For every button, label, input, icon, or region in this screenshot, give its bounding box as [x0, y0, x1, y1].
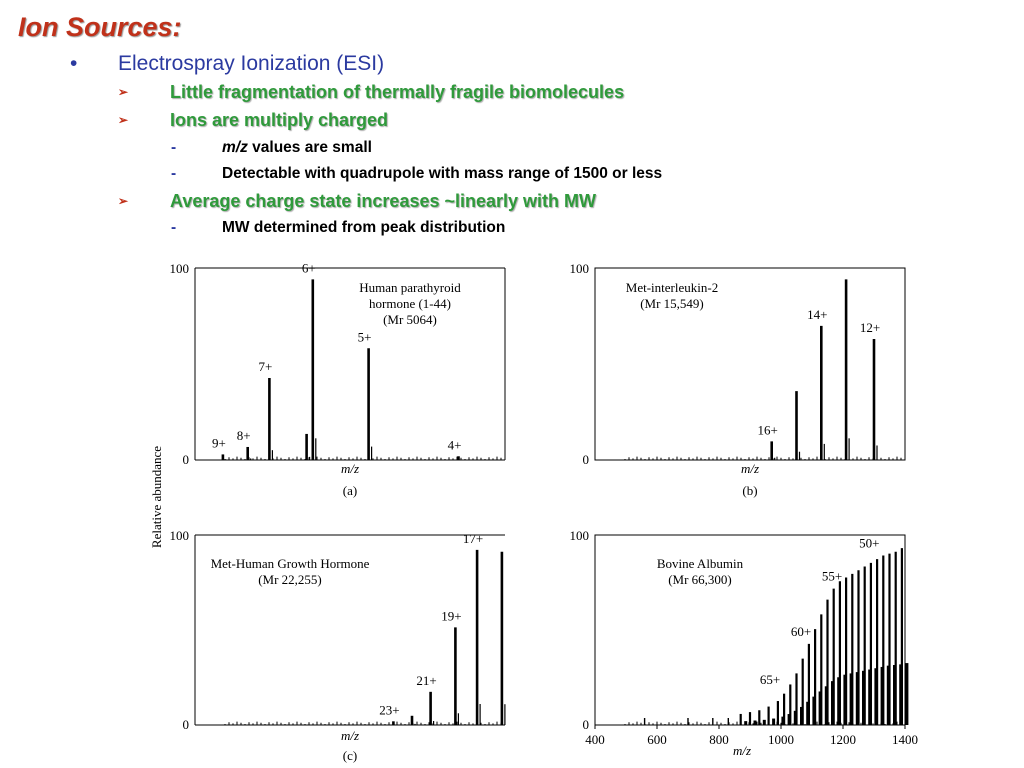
peak-label: 8+ — [237, 428, 251, 443]
peak-label: 19+ — [441, 608, 461, 623]
x-axis-label: m/z — [741, 461, 759, 476]
panel-label: (b) — [742, 483, 757, 498]
sub-bullet-charge-state: ➢ Average charge state increases ~linearl… — [118, 191, 596, 212]
peak-label: 21+ — [416, 673, 436, 688]
x-tick-label: 400 — [585, 732, 605, 747]
peak-label: 17+ — [463, 531, 483, 546]
panel-label: (c) — [343, 748, 357, 763]
peak-label: 6+ — [302, 260, 316, 275]
chart-title-line: Human parathyroid — [359, 280, 461, 295]
arrow-bullet-icon: ➢ — [118, 113, 129, 127]
sub-bullet-text: Little fragmentation of thermally fragil… — [170, 82, 625, 102]
charge-state-label: 60+ — [791, 624, 811, 639]
chart-title-line: (Mr 15,549) — [640, 296, 704, 311]
y-tick-label: 0 — [583, 717, 590, 732]
chart-title-line: Bovine Albumin — [657, 556, 744, 571]
panel-label: (a) — [343, 483, 357, 498]
y-tick-label: 0 — [183, 717, 190, 732]
x-tick-label: 800 — [709, 732, 729, 747]
mz-italic: m/z — [222, 139, 248, 156]
peak-label: 14+ — [807, 307, 827, 322]
arrow-bullet-icon: ➢ — [118, 194, 129, 208]
x-tick-label: 1200 — [830, 732, 856, 747]
charge-state-label: 50+ — [859, 535, 879, 550]
chart-title-line: (Mr 22,255) — [258, 572, 322, 587]
x-axis-label: m/z — [733, 743, 751, 758]
detail-quadrupole: - Detectable with quadrupole with mass ra… — [171, 165, 662, 183]
slide-title: Ion Sources: — [18, 12, 182, 42]
y-tick-label: 100 — [170, 261, 190, 276]
x-axis-label: m/z — [341, 461, 359, 476]
detail-text: Detectable with quadrupole with mass ran… — [222, 165, 663, 182]
peak-label: 16+ — [758, 422, 778, 437]
dash-bullet: - — [171, 165, 177, 182]
sub-bullet-fragmentation: ➢ Little fragmentation of thermally fragi… — [118, 82, 624, 103]
dash-bullet: - — [171, 219, 177, 236]
x-tick-label: 1000 — [768, 732, 794, 747]
detail-text: values are small — [247, 139, 372, 156]
figure-ylabel: Relative abundance — [149, 446, 164, 548]
charge-state-label: 55+ — [822, 569, 842, 584]
x-axis-label: m/z — [341, 728, 359, 743]
y-tick-label: 0 — [583, 452, 590, 467]
chart-title-line: (Mr 66,300) — [668, 572, 732, 587]
peak-label: 12+ — [860, 320, 880, 335]
detail-mw-distribution: - MW determined from peak distribution — [171, 219, 505, 237]
x-tick-label: 1400 — [892, 732, 918, 747]
chart-title-line: Met-interleukin-2 — [626, 280, 718, 295]
chart-title-line: Met-Human Growth Hormone — [211, 556, 370, 571]
sub-bullet-text: Average charge state increases ~linearly… — [170, 191, 597, 211]
plot-frame — [594, 267, 906, 461]
sub-bullet-multiply-charged: ➢ Ions are multiply charged — [118, 110, 388, 131]
detail-text: MW determined from peak distribution — [222, 219, 506, 236]
dash-bullet: - — [171, 139, 177, 156]
arrow-bullet-icon: ➢ — [118, 85, 129, 99]
peak-label: 23+ — [379, 702, 399, 717]
baseline-noise — [224, 456, 502, 460]
charge-state-label: 65+ — [760, 672, 780, 687]
peak-label: 4+ — [448, 437, 462, 452]
peak-label: 7+ — [258, 359, 272, 374]
bullet-marker: • — [70, 52, 78, 75]
detail-mz-small: - m/z values are small — [171, 139, 372, 157]
baseline-noise — [624, 456, 902, 460]
y-tick-label: 100 — [570, 261, 590, 276]
chart-title-line: (Mr 5064) — [383, 312, 437, 327]
y-tick-label: 0 — [183, 452, 190, 467]
sub-bullet-text: Ions are multiply charged — [170, 110, 389, 130]
bullet-text: Electrospray Ionization (ESI) — [118, 52, 385, 75]
y-tick-label: 100 — [570, 528, 590, 543]
bullet-esi: • Electrospray Ionization (ESI) — [70, 52, 384, 76]
baseline-noise — [224, 721, 502, 725]
x-tick-label: 600 — [647, 732, 667, 747]
peak-label: 9+ — [212, 435, 226, 450]
y-tick-label: 100 — [170, 528, 190, 543]
peak-label: 5+ — [358, 329, 372, 344]
chart-title-line: hormone (1-44) — [369, 296, 451, 311]
